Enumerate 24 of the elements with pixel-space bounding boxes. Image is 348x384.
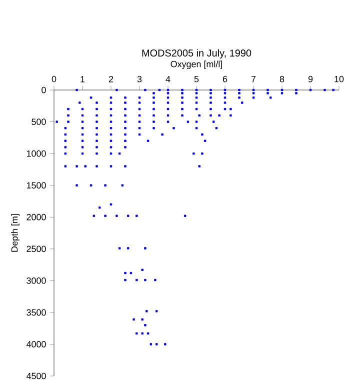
x-tick-label: 6: [222, 76, 228, 82]
x-tick-label: 1: [80, 76, 85, 82]
y-tick-label: 3000: [26, 277, 46, 284]
y-tick-label: 2000: [26, 214, 46, 220]
y-tick-label: 1500: [26, 182, 46, 189]
x-tick-label: 3: [137, 76, 142, 82]
x-tick-label: 2: [108, 76, 114, 82]
x-tick-label: 5: [194, 76, 199, 82]
x-tick-label: 10: [334, 76, 344, 82]
x-tick-label: 4: [166, 76, 170, 82]
y-tick-label: 4500: [26, 372, 46, 380]
x-axis-title: Oxygen [ml/l]: [170, 60, 222, 70]
y-tick-label: 4000: [26, 341, 46, 348]
y-axis-title: Depth [m]: [11, 214, 20, 252]
y-tick-label: 0: [42, 86, 46, 94]
x-tick-label: 7: [251, 76, 256, 82]
x-tick-label: 9: [308, 76, 313, 82]
y-tick-label: 3500: [26, 309, 46, 316]
y-tick-label: 500: [32, 118, 46, 125]
y-tick-label: 2500: [26, 246, 46, 252]
chart-title: MODS2005 in July, 1990: [142, 49, 252, 59]
x-tick-label: 0: [52, 76, 56, 82]
y-tick-label: 1000: [26, 150, 46, 157]
x-tick-label: 8: [280, 76, 284, 82]
